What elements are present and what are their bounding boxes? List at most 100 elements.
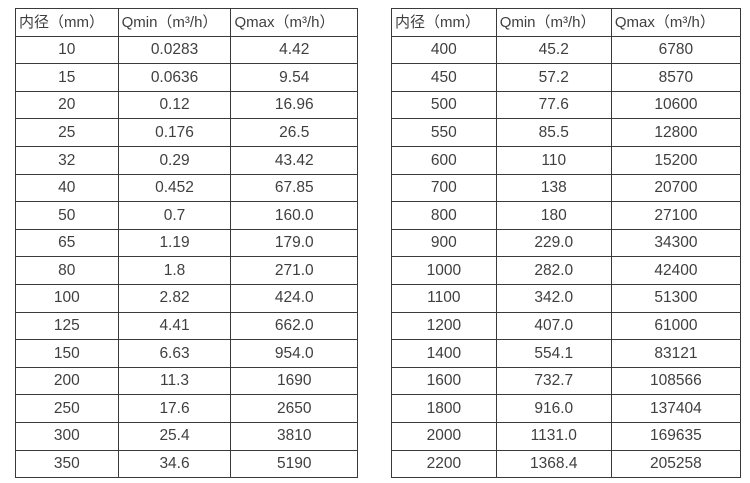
table-row: 450 57.2 8570	[391, 63, 742, 92]
table-cell: 150	[15, 339, 119, 368]
table-cell: 61000	[610, 311, 742, 341]
table-cell: 100	[15, 283, 119, 313]
table-row: 250 17.6 2650	[15, 394, 358, 423]
table-cell: 43.42	[230, 145, 358, 175]
table-cell: 26.5	[230, 118, 358, 147]
table-row: 1600 732.7 108566	[391, 366, 742, 396]
table-cell: 0.29	[117, 145, 232, 175]
table-row: 32 0.29 43.42	[15, 145, 358, 175]
table-cell: 4.41	[117, 311, 232, 341]
table-cell: 732.7	[495, 366, 612, 396]
table-cell: 342.0	[495, 283, 612, 313]
table-row: 15 0.0636 9.54	[15, 63, 358, 92]
table-cell: 25.4	[117, 421, 232, 451]
table-cell: 11.3	[117, 366, 232, 396]
table-cell: 65	[15, 228, 119, 258]
table-cell: 1131.0	[495, 421, 612, 451]
table-cell: 4.42	[230, 35, 358, 65]
table-cell: 282.0	[495, 256, 612, 285]
table-cell: 700	[391, 173, 497, 203]
table-cell: 1.8	[117, 256, 232, 285]
table-cell: 205258	[610, 449, 742, 479]
table-cell: 51300	[610, 283, 742, 313]
table-row: 1400 554.1 83121	[391, 339, 742, 368]
header-cell-diameter: 内径（mm）	[15, 8, 119, 37]
table-body: 10 0.0283 4.42 15 0.0636 9.54 20 0.12 16.96 25 0.1…	[15, 35, 358, 479]
table-row: 1800 916.0 137404	[391, 394, 742, 423]
table-cell: 137404	[610, 394, 742, 423]
table-cell: 169635	[610, 421, 742, 451]
table-cell: 250	[15, 394, 119, 423]
table-cell: 80	[15, 256, 119, 285]
table-cell: 8570	[610, 63, 742, 92]
table-cell: 1690	[230, 366, 358, 396]
table-cell: 67.85	[230, 173, 358, 203]
table-row: 1100 342.0 51300	[391, 283, 742, 313]
table-cell: 2200	[391, 449, 497, 479]
table-cell: 350	[15, 449, 119, 479]
table-cell: 77.6	[495, 90, 612, 120]
table-cell: 407.0	[495, 311, 612, 341]
table-cell: 550	[391, 118, 497, 147]
table-cell: 1200	[391, 311, 497, 341]
table-cell: 34.6	[117, 449, 232, 479]
table-cell: 1800	[391, 394, 497, 423]
header-cell-qmax: Qmax（m³/h）	[230, 8, 358, 37]
table-cell: 229.0	[495, 228, 612, 258]
table-cell: 1600	[391, 366, 497, 396]
table-cell: 180	[495, 201, 612, 230]
table-cell: 271.0	[230, 256, 358, 285]
table-row: 700 138 20700	[391, 173, 742, 203]
header-cell-qmax: Qmax（m³/h）	[610, 8, 742, 37]
table-cell: 0.452	[117, 173, 232, 203]
table-row: 150 6.63 954.0	[15, 339, 358, 368]
table-cell: 40	[15, 173, 119, 203]
table-cell: 16.96	[230, 90, 358, 120]
table-cell: 900	[391, 228, 497, 258]
table-cell: 2650	[230, 394, 358, 423]
table-cell: 17.6	[117, 394, 232, 423]
header-cell-qmin: Qmin（m³/h）	[495, 8, 612, 37]
table-row: 600 110 15200	[391, 145, 742, 175]
table-cell: 400	[391, 35, 497, 65]
table-cell: 6780	[610, 35, 742, 65]
table-cell: 1400	[391, 339, 497, 368]
table-cell: 83121	[610, 339, 742, 368]
flow-rate-table-large-diameters: 内径（mm） Qmin（m³/h） Qmax（m³/h） 400 45.2 6780…	[391, 8, 742, 479]
table-cell: 20700	[610, 173, 742, 203]
table-cell: 1.19	[117, 228, 232, 258]
table-header-row: 内径（mm） Qmin（m³/h） Qmax（m³/h）	[391, 8, 742, 37]
table-row: 300 25.4 3810	[15, 421, 358, 451]
table-cell: 45.2	[495, 35, 612, 65]
table-row: 1200 407.0 61000	[391, 311, 742, 341]
table-cell: 0.0283	[117, 35, 232, 65]
table-row: 125 4.41 662.0	[15, 311, 358, 341]
table-cell: 1000	[391, 256, 497, 285]
table-cell: 916.0	[495, 394, 612, 423]
table-cell: 200	[15, 366, 119, 396]
table-cell: 6.63	[117, 339, 232, 368]
table-cell: 10600	[610, 90, 742, 120]
table-cell: 110	[495, 145, 612, 175]
header-cell-qmin: Qmin（m³/h）	[117, 8, 232, 37]
table-cell: 662.0	[230, 311, 358, 341]
table-cell: 1368.4	[495, 449, 612, 479]
table-cell: 600	[391, 145, 497, 175]
table-cell: 0.12	[117, 90, 232, 120]
table-row: 350 34.6 5190	[15, 449, 358, 479]
table-header-row: 内径（mm） Qmin（m³/h） Qmax（m³/h）	[15, 8, 358, 37]
table-row: 800 180 27100	[391, 201, 742, 230]
table-row: 40 0.452 67.85	[15, 173, 358, 203]
table-cell: 15200	[610, 145, 742, 175]
table-row: 20 0.12 16.96	[15, 90, 358, 120]
table-cell: 10	[15, 35, 119, 65]
table-cell: 554.1	[495, 339, 612, 368]
table-row: 2200 1368.4 205258	[391, 449, 742, 479]
table-cell: 500	[391, 90, 497, 120]
table-cell: 179.0	[230, 228, 358, 258]
table-cell: 108566	[610, 366, 742, 396]
header-cell-diameter: 内径（mm）	[391, 8, 497, 37]
flow-rate-table-small-diameters: 内径（mm） Qmin（m³/h） Qmax（m³/h） 10 0.0283 4.4…	[15, 8, 358, 479]
table-cell: 15	[15, 63, 119, 92]
table-cell: 3810	[230, 421, 358, 451]
